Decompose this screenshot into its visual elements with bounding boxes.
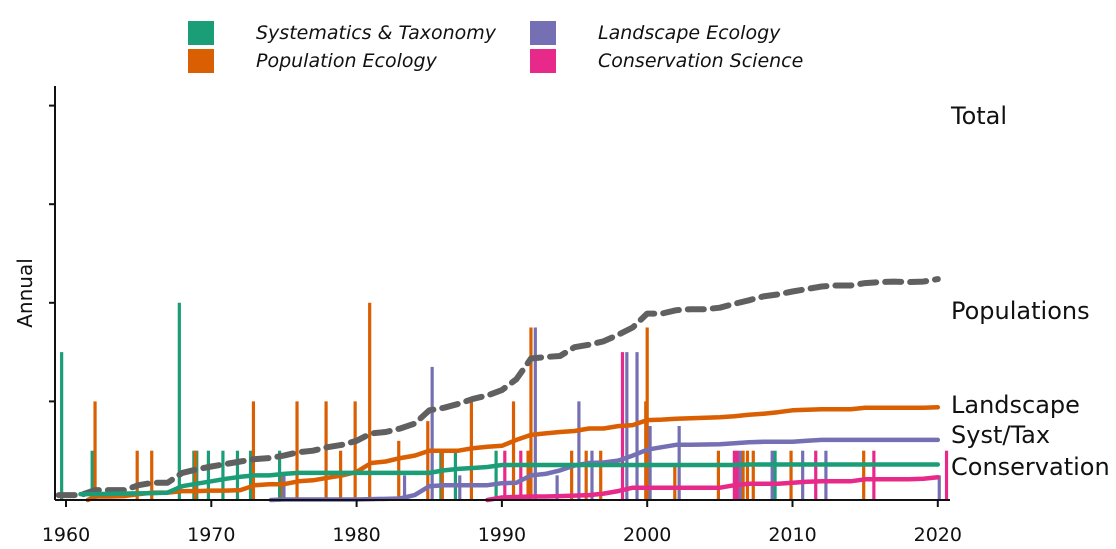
legend-label-landscape-ecology: Landscape Ecology xyxy=(598,22,781,44)
axes: Annual 1960 1970 1980 1990 2000 2010 2020 xyxy=(13,86,962,546)
legend-swatch-conservation-science xyxy=(530,49,556,73)
x-tick-label: 2020 xyxy=(914,524,962,546)
x-tick-label: 1960 xyxy=(42,524,90,546)
x-tick-label: 2000 xyxy=(623,524,671,546)
series-label-syst-tax: Syst/Tax xyxy=(951,421,1050,449)
legend-label-population-ecology: Population Ecology xyxy=(256,50,438,72)
cumulative-line-landscape xyxy=(268,437,941,503)
legend-swatch-landscape-ecology xyxy=(530,21,556,45)
x-tick-label: 2010 xyxy=(768,524,816,546)
cumulative-line-populations xyxy=(85,405,941,503)
series-label-landscape: Landscape xyxy=(951,391,1080,419)
series-label-populations: Populations xyxy=(951,297,1090,325)
series-label-total: Total xyxy=(950,102,1007,130)
series-label-conservation: Conservation xyxy=(951,453,1110,481)
legend-swatch-systematics-taxonomy xyxy=(188,21,214,45)
cumulative-line-total xyxy=(55,276,941,499)
cumulative-line-syst-tax xyxy=(78,462,941,497)
cumulative-lines xyxy=(55,276,941,503)
legend: Systematics & Taxonomy Landscape Ecology P… xyxy=(188,21,803,73)
x-tick-label: 1970 xyxy=(187,524,235,546)
legend-swatch-population-ecology xyxy=(188,49,214,73)
legend-label-systematics-taxonomy: Systematics & Taxonomy xyxy=(256,22,497,44)
cumulative-line-conservation xyxy=(485,475,941,503)
x-tick-label: 1980 xyxy=(332,524,380,546)
legend-label-conservation-science: Conservation Science xyxy=(598,50,803,72)
y-axis-title: Annual xyxy=(13,258,37,328)
x-tick-label: 1990 xyxy=(478,524,526,546)
